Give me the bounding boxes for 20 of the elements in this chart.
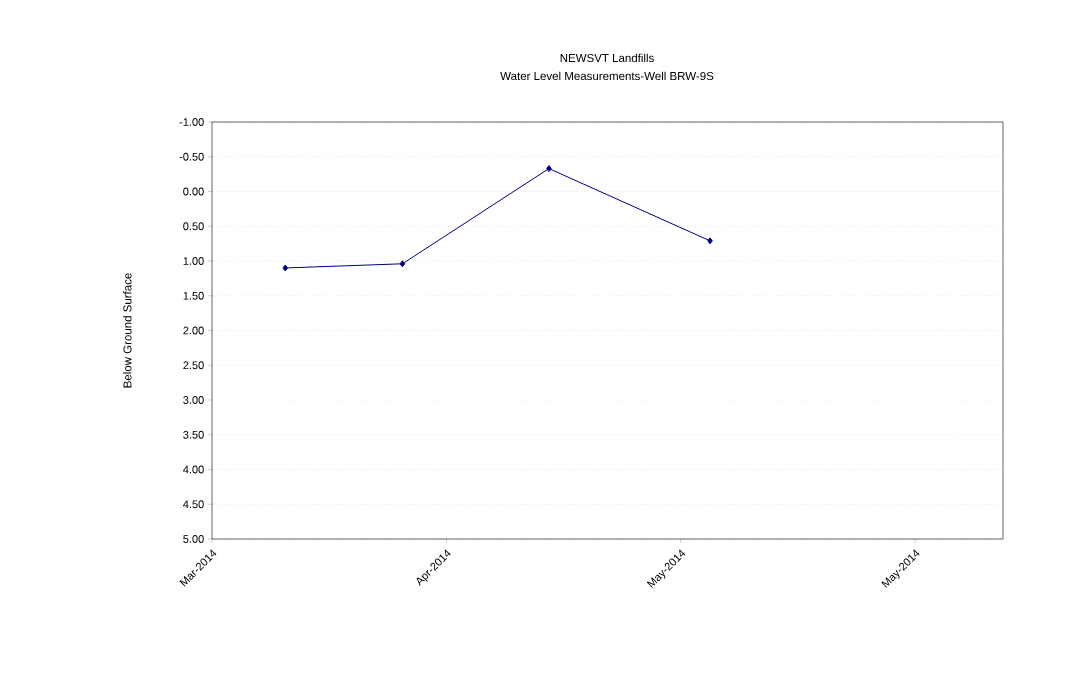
y-tick-label: 1.00 bbox=[183, 257, 204, 265]
chart-subtitle: Water Level Measurements-Well BRW-9S bbox=[500, 71, 714, 81]
y-tick-label: 4.00 bbox=[183, 465, 204, 474]
point bbox=[399, 260, 406, 268]
y-tick-label: -1.00 bbox=[179, 118, 204, 126]
y-tick-label: 0.50 bbox=[183, 222, 204, 231]
y-tick-label: 3.50 bbox=[183, 430, 204, 439]
y-tick-label: 5.00 bbox=[183, 535, 204, 543]
y-tick-label: 0.00 bbox=[183, 187, 204, 196]
point bbox=[546, 165, 552, 173]
y-tick-label: 3.00 bbox=[183, 396, 204, 404]
chart-title: NEWSVT Landfills bbox=[560, 53, 654, 63]
y-tick-label: 2.50 bbox=[183, 361, 204, 370]
y-tick-label: 2.00 bbox=[183, 326, 204, 335]
y-tick-label: 1.50 bbox=[183, 291, 204, 300]
point bbox=[282, 264, 288, 272]
point bbox=[707, 237, 713, 245]
y-tick-label: -0.50 bbox=[179, 152, 204, 161]
y-tick-label: 4.50 bbox=[183, 500, 204, 509]
y-axis-title: Below Ground Surface bbox=[123, 273, 132, 388]
